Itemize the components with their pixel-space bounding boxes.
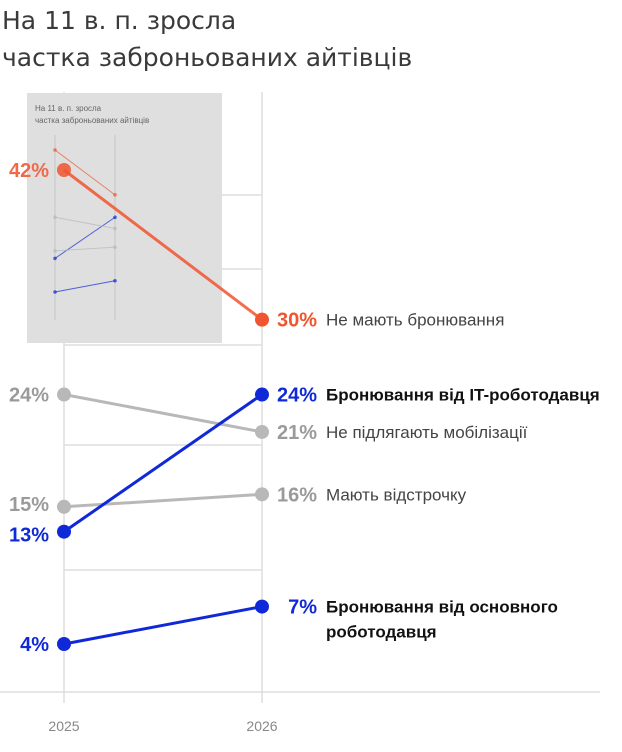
value-label-2026-бронювання-від-основного-роботодавця: 7% — [288, 597, 317, 619]
value-label-2025-не-підлягають-мобілізації: 24% — [9, 385, 49, 407]
value-label-2026-мають-відстрочку: 16% — [277, 484, 317, 506]
x-axis: 2025 2026 — [48, 718, 277, 734]
point-2025-бронювання-від-it-роботодавця — [57, 524, 71, 539]
series-line-не-мають-бронювання — [63, 168, 263, 321]
page-title-line-1: На 11 в. п. зросла — [2, 6, 237, 35]
thumbnail-line-бронювання-від-основного-роботодавця — [54, 280, 116, 293]
point-2026-не-підлягають-мобілізації — [255, 424, 269, 439]
series-name-label-не-мають-бронювання: Не мають бронювання — [326, 311, 504, 330]
x-tick-label-2026: 2026 — [246, 718, 277, 734]
thumbnail-line-мають-відстрочку — [54, 246, 116, 252]
point-2026-бронювання-від-основного-роботодавця — [255, 599, 269, 614]
thumbnail-point-end-бронювання-від-it-роботодавця — [113, 215, 117, 220]
page-title-line-2: частка заброньованих айтівців — [2, 43, 413, 72]
thumbnail-point-start-не-мають-бронювання — [53, 148, 57, 152]
value-label-2026-не-мають-бронювання: 30% — [277, 310, 317, 332]
thumbnail-title-line-2: частка заброньованих айтівців — [35, 116, 149, 125]
x-tick-label-2025: 2025 — [48, 718, 79, 734]
value-label-2025-бронювання-від-основного-роботодавця: 4% — [20, 634, 49, 656]
point-2026-бронювання-від-it-роботодавця — [255, 387, 269, 402]
thumbnail-title-line-1: На 11 в. п. зросла — [35, 104, 102, 113]
point-2026-мають-відстрочку — [255, 487, 269, 502]
series-line-мають-відстрочку — [63, 492, 263, 509]
value-label-2025-не-мають-бронювання: 42% — [9, 160, 49, 182]
thumbnail-plot — [53, 135, 117, 320]
page-title: На 11 в. п. зросла частка заброньованих … — [2, 2, 412, 76]
point-2025-мають-відстрочку — [57, 499, 71, 514]
chart-thumbnail: На 11 в. п. зросла частка заброньованих … — [27, 93, 222, 343]
series-name-label-бронювання-від-основного-роботодавця-line-2: роботодавця — [326, 623, 437, 642]
point-2026-не-мають-бронювання — [255, 312, 269, 327]
value-label-2025-мають-відстрочку: 15% — [9, 494, 49, 516]
series-name-label-бронювання-від-it-роботодавця: Бронювання від IT-роботодавця — [326, 386, 600, 405]
thumbnail-point-end-бронювання-від-основного-роботодавця — [113, 278, 117, 283]
thumbnail-line-не-підлягають-мобілізації — [54, 216, 116, 229]
data-labels: 42% 30% Не мають бронювання 13% 24% Бронюванн… — [9, 160, 600, 656]
series-line-не-підлягають-мобілізації — [63, 393, 263, 434]
value-label-2025-бронювання-від-it-роботодавця: 13% — [9, 525, 49, 547]
series-name-label-мають-відстрочку: Мають відстрочку — [326, 485, 467, 504]
thumbnail-point-end-не-мають-бронювання — [113, 193, 117, 197]
series-lines — [57, 163, 269, 651]
thumbnail-point-start-бронювання-від-it-роботодавця — [53, 256, 57, 261]
series-line-бронювання-від-основного-роботодавця — [63, 605, 263, 646]
series-name-label-не-підлягають-мобілізації: Не підлягають мобілізації — [326, 423, 528, 442]
thumbnail-point-start-мають-відстрочку — [53, 249, 57, 253]
value-label-2026-бронювання-від-it-роботодавця: 24% — [277, 385, 317, 407]
series-line-бронювання-від-it-роботодавця — [63, 393, 263, 533]
thumbnail-point-start-бронювання-від-основного-роботодавця — [53, 290, 57, 294]
point-2025-не-мають-бронювання — [57, 163, 71, 177]
thumbnail-point-start-не-підлягають-мобілізації — [53, 215, 57, 220]
thumbnail-line-не-мають-бронювання — [54, 149, 116, 196]
thumbnail-point-end-мають-відстрочку — [113, 245, 117, 249]
value-label-2026-не-підлягають-мобілізації: 21% — [277, 422, 317, 444]
thumbnail-line-бронювання-від-it-роботодавця — [54, 216, 116, 259]
point-2025-бронювання-від-основного-роботодавця — [57, 637, 71, 651]
point-2025-не-підлягають-мобілізації — [57, 387, 71, 402]
thumbnail-point-end-не-підлягають-мобілізації — [113, 226, 117, 231]
series-name-label-бронювання-від-основного-роботодавця-line-1: Бронювання від основного — [326, 598, 558, 617]
